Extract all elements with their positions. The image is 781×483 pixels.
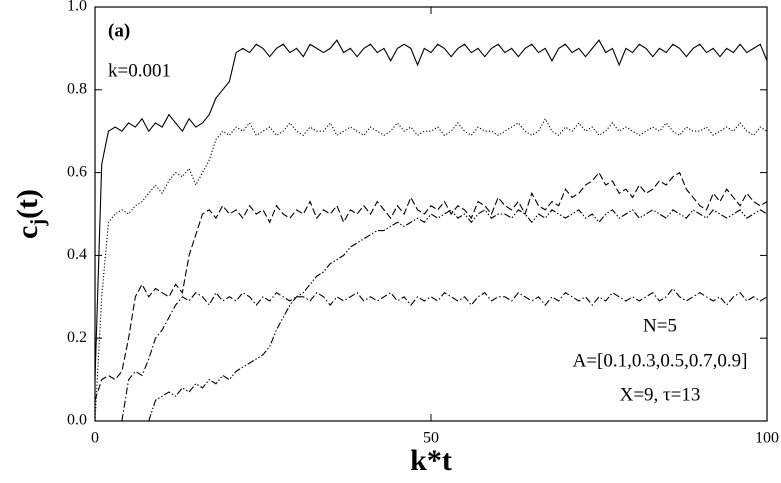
y-axis-label: cj(t) <box>11 189 49 239</box>
x-axis-label: k*t <box>410 444 452 477</box>
annotation: X=9, τ=13 <box>620 384 701 405</box>
y-tick-label: 0.6 <box>67 163 87 180</box>
y-label-base: c <box>11 226 44 239</box>
y-tick-label: 0.0 <box>67 412 87 429</box>
x-tick-label: 100 <box>755 430 779 447</box>
annotation: k=0.001 <box>108 60 171 81</box>
y-label-sub: j <box>27 219 49 227</box>
annotation: A=[0.1,0.3,0.5,0.7,0.9] <box>573 350 748 371</box>
series-line <box>121 287 768 422</box>
x-tick-label: 0 <box>91 430 99 447</box>
panel-label: (a) <box>108 20 130 41</box>
y-label-rest: (t) <box>11 189 44 219</box>
series-line <box>94 171 768 401</box>
series-line <box>94 39 768 380</box>
x-tick-label: 50 <box>423 430 439 447</box>
series-line <box>94 117 768 422</box>
series-line <box>148 209 768 422</box>
annotation: N=5 <box>643 315 677 336</box>
y-tick-label: 1.0 <box>67 0 87 15</box>
y-tick-label: 0.4 <box>67 246 87 263</box>
y-tick-label: 0.2 <box>67 329 87 346</box>
y-tick-label: 0.8 <box>67 80 87 97</box>
